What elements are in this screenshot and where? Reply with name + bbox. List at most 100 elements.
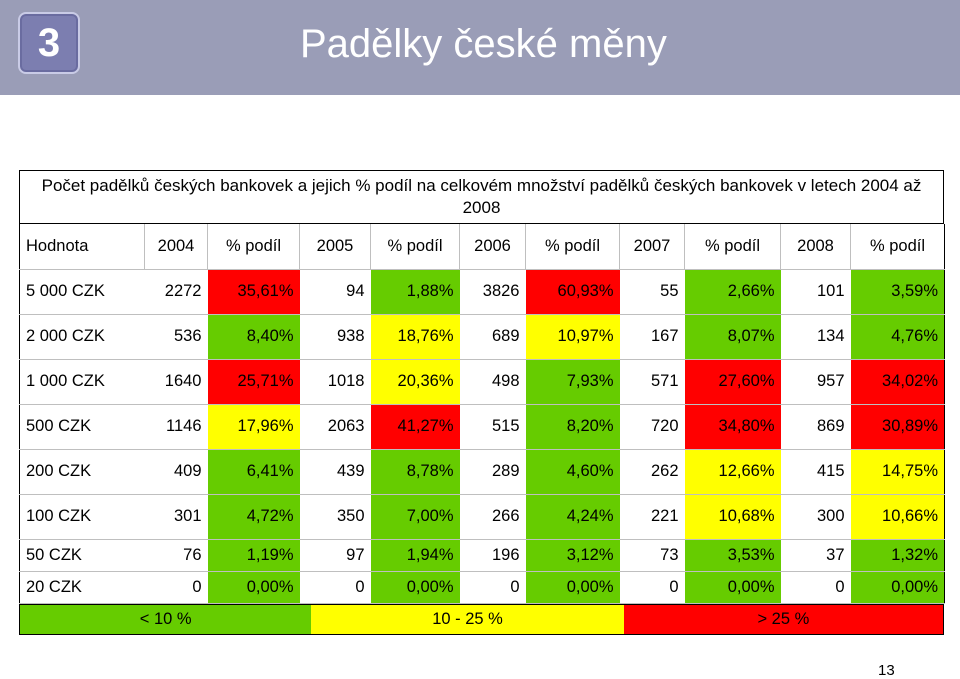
page-number: 13 xyxy=(878,662,895,679)
share-cell: 60,93% xyxy=(525,269,620,315)
share-cell: 34,02% xyxy=(850,359,945,405)
count-cell: 2272 xyxy=(144,269,208,315)
share-cell: 8,20% xyxy=(525,404,620,450)
count-cell: 1640 xyxy=(144,359,208,405)
column-header: % podíl xyxy=(207,224,300,270)
column-header: 2008 xyxy=(780,224,851,270)
count-cell: 73 xyxy=(619,539,685,572)
count-cell: 301 xyxy=(144,494,208,540)
count-cell: 55 xyxy=(619,269,685,315)
count-cell: 0 xyxy=(299,571,371,604)
share-cell: 1,19% xyxy=(207,539,300,572)
slide-title: Padělky české měny xyxy=(300,22,667,66)
column-header: % podíl xyxy=(525,224,620,270)
legend-low-label: < 10 % xyxy=(139,609,192,628)
count-cell: 1018 xyxy=(299,359,371,405)
count-cell: 720 xyxy=(619,404,685,450)
share-cell: 20,36% xyxy=(370,359,460,405)
share-cell: 14,75% xyxy=(850,449,945,495)
denomination-cell: 20 CZK xyxy=(19,571,145,604)
share-cell: 34,80% xyxy=(684,404,781,450)
counterfeit-table-sheet: Počet padělků českých bankovek a jejich … xyxy=(19,170,946,635)
share-cell: 0,00% xyxy=(207,571,300,604)
share-cell: 4,76% xyxy=(850,314,945,360)
legend-high: > 25 % xyxy=(623,604,944,634)
share-cell: 3,59% xyxy=(850,269,945,315)
count-cell: 196 xyxy=(459,539,526,572)
count-cell: 289 xyxy=(459,449,526,495)
legend-low: < 10 % xyxy=(20,604,312,634)
count-cell: 262 xyxy=(619,449,685,495)
count-cell: 409 xyxy=(144,449,208,495)
count-cell: 1146 xyxy=(144,404,208,450)
share-cell: 10,68% xyxy=(684,494,781,540)
share-cell: 8,07% xyxy=(684,314,781,360)
share-cell: 7,93% xyxy=(525,359,620,405)
table-row: 200 CZK 409 6,41% 439 8,78% 289 4,60% 262 12,66%… xyxy=(19,449,945,495)
count-cell: 76 xyxy=(144,539,208,572)
table-row: 2 000 CZK 536 8,40% 938 18,76% 689 10,97% 167 8,… xyxy=(19,314,945,360)
count-cell: 0 xyxy=(144,571,208,604)
table-row: 5 000 CZK 2272 35,61% 94 1,88% 3826 60,93% 55 2,… xyxy=(19,269,945,315)
column-header: 2007 xyxy=(619,224,685,270)
table-row: 50 CZK 76 1,19% 97 1,94% 196 3,12% 73 3,53% 37 1,3… xyxy=(19,539,945,572)
share-cell: 30,89% xyxy=(850,404,945,450)
count-cell: 0 xyxy=(780,571,851,604)
denomination-cell: 500 CZK xyxy=(19,404,145,450)
count-cell: 689 xyxy=(459,314,526,360)
share-cell: 0,00% xyxy=(850,571,945,604)
denomination-cell: 1 000 CZK xyxy=(19,359,145,405)
count-cell: 221 xyxy=(619,494,685,540)
column-header: % podíl xyxy=(684,224,781,270)
count-cell: 571 xyxy=(619,359,685,405)
denomination-cell: 100 CZK xyxy=(19,494,145,540)
count-cell: 938 xyxy=(299,314,371,360)
table-row: 100 CZK 301 4,72% 350 7,00% 266 4,24% 221 10,68%… xyxy=(19,494,945,540)
share-cell: 4,72% xyxy=(207,494,300,540)
share-cell: 12,66% xyxy=(684,449,781,495)
share-cell: 10,97% xyxy=(525,314,620,360)
count-cell: 515 xyxy=(459,404,526,450)
legend-high-label: > 25 % xyxy=(757,609,810,628)
count-cell: 266 xyxy=(459,494,526,540)
denomination-cell: 5 000 CZK xyxy=(19,269,145,315)
count-cell: 498 xyxy=(459,359,526,405)
count-cell: 869 xyxy=(780,404,851,450)
count-cell: 439 xyxy=(299,449,371,495)
share-cell: 18,76% xyxy=(370,314,460,360)
share-cell: 7,00% xyxy=(370,494,460,540)
share-cell: 35,61% xyxy=(207,269,300,315)
column-header: 2006 xyxy=(459,224,526,270)
count-cell: 415 xyxy=(780,449,851,495)
share-cell: 3,53% xyxy=(684,539,781,572)
column-header: % podíl xyxy=(370,224,460,270)
share-cell: 27,60% xyxy=(684,359,781,405)
share-cell: 2,66% xyxy=(684,269,781,315)
table-header-row: Hodnota 2004% podíl 2005% podíl 2006% podíl… xyxy=(19,224,945,270)
count-cell: 101 xyxy=(780,269,851,315)
share-cell: 1,94% xyxy=(370,539,460,572)
share-cell: 1,32% xyxy=(850,539,945,572)
column-header: 2005 xyxy=(299,224,371,270)
count-cell: 300 xyxy=(780,494,851,540)
share-cell: 4,60% xyxy=(525,449,620,495)
count-cell: 134 xyxy=(780,314,851,360)
share-cell: 1,88% xyxy=(370,269,460,315)
count-cell: 957 xyxy=(780,359,851,405)
count-cell: 0 xyxy=(459,571,526,604)
slide-header: 3 Padělky české měny xyxy=(0,0,960,95)
share-cell: 8,78% xyxy=(370,449,460,495)
table-row: 20 CZK 0 0,00% 0 0,00% 0 0,00% 0 0,00% 0 0,00% xyxy=(19,571,945,604)
count-cell: 2063 xyxy=(299,404,371,450)
legend-medium: 10 - 25 % xyxy=(311,604,624,634)
share-cell: 25,71% xyxy=(207,359,300,405)
count-cell: 37 xyxy=(780,539,851,572)
share-cell: 6,41% xyxy=(207,449,300,495)
share-cell: 0,00% xyxy=(684,571,781,604)
share-cell: 4,24% xyxy=(525,494,620,540)
denomination-cell: 200 CZK xyxy=(19,449,145,495)
column-header: Hodnota xyxy=(19,224,145,270)
count-cell: 97 xyxy=(299,539,371,572)
column-header: 2004 xyxy=(144,224,208,270)
table-row: 1 000 CZK 1640 25,71% 1018 20,36% 498 7,93% 571… xyxy=(19,359,945,405)
